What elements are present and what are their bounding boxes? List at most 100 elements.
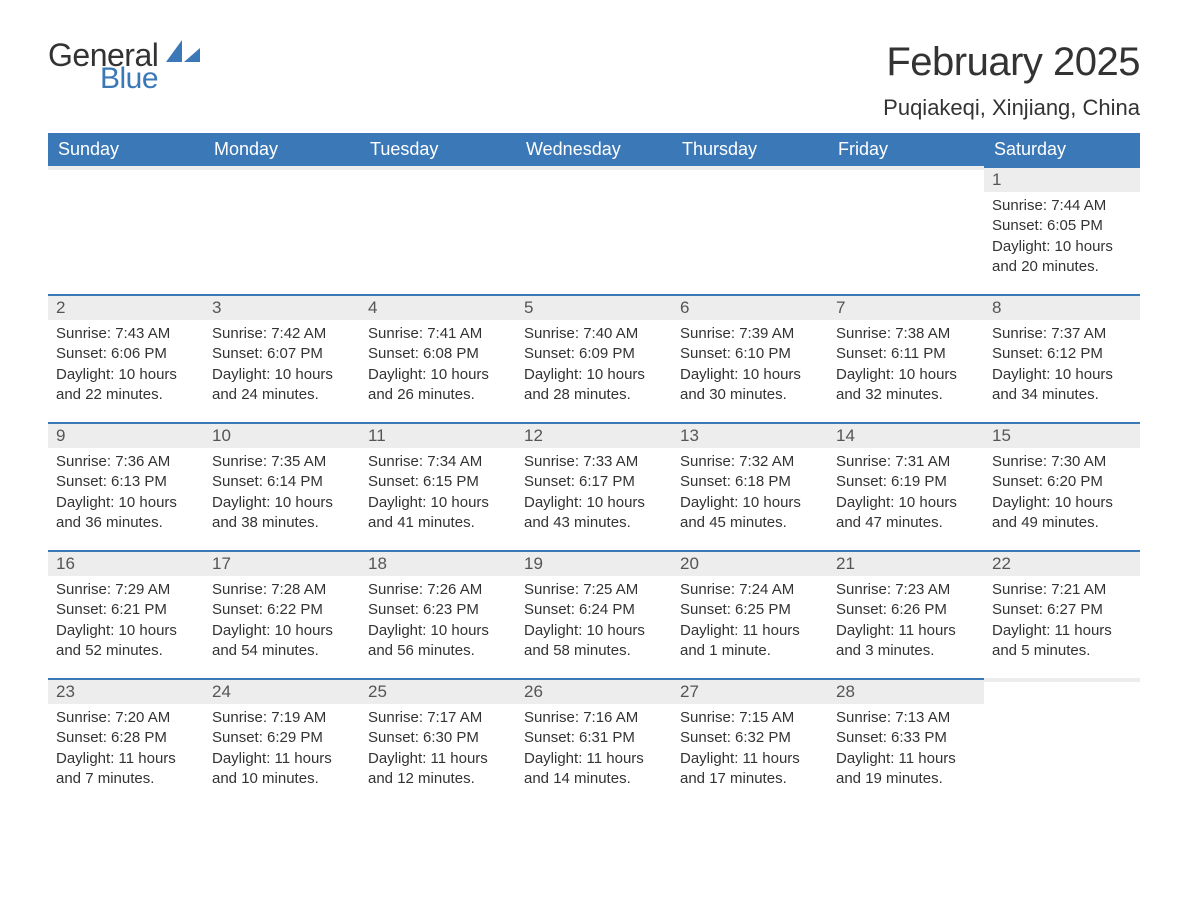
- sunrise-text: Sunrise: 7:37 AM: [992, 324, 1132, 344]
- day-number: 1: [984, 166, 1140, 192]
- daylight-text: Daylight: 11 hours and 1 minute.: [680, 621, 820, 662]
- weekday-header: Thursday: [672, 133, 828, 166]
- sunrise-text: Sunrise: 7:39 AM: [680, 324, 820, 344]
- day-number: 22: [984, 550, 1140, 576]
- calendar-cell: 11Sunrise: 7:34 AMSunset: 6:15 PMDayligh…: [360, 422, 516, 550]
- calendar-cell: 16Sunrise: 7:29 AMSunset: 6:21 PMDayligh…: [48, 550, 204, 678]
- calendar-cell: 6Sunrise: 7:39 AMSunset: 6:10 PMDaylight…: [672, 294, 828, 422]
- sunset-text: Sunset: 6:29 PM: [212, 728, 352, 748]
- day-details: Sunrise: 7:37 AMSunset: 6:12 PMDaylight:…: [984, 320, 1140, 411]
- day-details: Sunrise: 7:13 AMSunset: 6:33 PMDaylight:…: [828, 704, 984, 795]
- daylight-text: Daylight: 11 hours and 17 minutes.: [680, 749, 820, 790]
- location: Puqiakeqi, Xinjiang, China: [883, 95, 1140, 121]
- daylight-text: Daylight: 10 hours and 22 minutes.: [56, 365, 196, 406]
- daylight-text: Daylight: 10 hours and 30 minutes.: [680, 365, 820, 406]
- sunset-text: Sunset: 6:25 PM: [680, 600, 820, 620]
- calendar-cell: 14Sunrise: 7:31 AMSunset: 6:19 PMDayligh…: [828, 422, 984, 550]
- day-number: 25: [360, 678, 516, 704]
- sunrise-text: Sunrise: 7:13 AM: [836, 708, 976, 728]
- calendar-cell: [672, 166, 828, 294]
- calendar-cell: 27Sunrise: 7:15 AMSunset: 6:32 PMDayligh…: [672, 678, 828, 806]
- calendar-table: Sunday Monday Tuesday Wednesday Thursday…: [48, 133, 1140, 806]
- sunset-text: Sunset: 6:33 PM: [836, 728, 976, 748]
- calendar-cell: 19Sunrise: 7:25 AMSunset: 6:24 PMDayligh…: [516, 550, 672, 678]
- daylight-text: Daylight: 10 hours and 45 minutes.: [680, 493, 820, 534]
- calendar-cell: [516, 166, 672, 294]
- day-details: Sunrise: 7:28 AMSunset: 6:22 PMDaylight:…: [204, 576, 360, 667]
- daylight-text: Daylight: 10 hours and 38 minutes.: [212, 493, 352, 534]
- calendar-cell: [48, 166, 204, 294]
- calendar-cell: 5Sunrise: 7:40 AMSunset: 6:09 PMDaylight…: [516, 294, 672, 422]
- calendar-cell: [828, 166, 984, 294]
- sunset-text: Sunset: 6:24 PM: [524, 600, 664, 620]
- sunset-text: Sunset: 6:23 PM: [368, 600, 508, 620]
- calendar-cell: 21Sunrise: 7:23 AMSunset: 6:26 PMDayligh…: [828, 550, 984, 678]
- day-details: Sunrise: 7:36 AMSunset: 6:13 PMDaylight:…: [48, 448, 204, 539]
- daylight-text: Daylight: 10 hours and 26 minutes.: [368, 365, 508, 406]
- day-number: [516, 166, 672, 170]
- sunrise-text: Sunrise: 7:42 AM: [212, 324, 352, 344]
- sunset-text: Sunset: 6:17 PM: [524, 472, 664, 492]
- calendar-cell: 25Sunrise: 7:17 AMSunset: 6:30 PMDayligh…: [360, 678, 516, 806]
- calendar-cell: 18Sunrise: 7:26 AMSunset: 6:23 PMDayligh…: [360, 550, 516, 678]
- day-number: [828, 166, 984, 170]
- sunrise-text: Sunrise: 7:19 AM: [212, 708, 352, 728]
- day-number: 27: [672, 678, 828, 704]
- day-details: Sunrise: 7:42 AMSunset: 6:07 PMDaylight:…: [204, 320, 360, 411]
- sunset-text: Sunset: 6:09 PM: [524, 344, 664, 364]
- calendar-cell: 3Sunrise: 7:42 AMSunset: 6:07 PMDaylight…: [204, 294, 360, 422]
- daylight-text: Daylight: 11 hours and 5 minutes.: [992, 621, 1132, 662]
- sunset-text: Sunset: 6:21 PM: [56, 600, 196, 620]
- sunset-text: Sunset: 6:05 PM: [992, 216, 1132, 236]
- sunrise-text: Sunrise: 7:20 AM: [56, 708, 196, 728]
- calendar-week: 16 Sunrise: 7:29 AMSunset: 6:21 PM Dayligh…: [48, 550, 1140, 678]
- day-details: Sunrise: 7:21 AMSunset: 6:27 PMDaylight:…: [984, 576, 1140, 667]
- day-number: 10: [204, 422, 360, 448]
- sunset-text: Sunset: 6:20 PM: [992, 472, 1132, 492]
- sunset-text: Sunset: 6:28 PM: [56, 728, 196, 748]
- calendar-cell: 26Sunrise: 7:16 AMSunset: 6:31 PMDayligh…: [516, 678, 672, 806]
- day-details: Sunrise: 7:38 AMSunset: 6:11 PMDaylight:…: [828, 320, 984, 411]
- calendar-cell: 4Sunrise: 7:41 AMSunset: 6:08 PMDaylight…: [360, 294, 516, 422]
- day-number: 8: [984, 294, 1140, 320]
- daylight-text: Daylight: 11 hours and 7 minutes.: [56, 749, 196, 790]
- logo-text: General Blue: [48, 40, 158, 93]
- weekday-header: Wednesday: [516, 133, 672, 166]
- title-block: February 2025 Puqiakeqi, Xinjiang, China: [883, 40, 1140, 121]
- day-number: [984, 678, 1140, 682]
- day-number: [204, 166, 360, 170]
- sunrise-text: Sunrise: 7:29 AM: [56, 580, 196, 600]
- calendar-cell: [984, 678, 1140, 806]
- calendar-cell: [204, 166, 360, 294]
- day-details: Sunrise: 7:20 AMSunset: 6:28 PMDaylight:…: [48, 704, 204, 795]
- weekday-header: Tuesday: [360, 133, 516, 166]
- sunrise-text: Sunrise: 7:36 AM: [56, 452, 196, 472]
- weekday-header: Sunday: [48, 133, 204, 166]
- sunrise-text: Sunrise: 7:32 AM: [680, 452, 820, 472]
- day-number: 9: [48, 422, 204, 448]
- daylight-text: Daylight: 10 hours and 49 minutes.: [992, 493, 1132, 534]
- day-details: Sunrise: 7:24 AMSunset: 6:25 PMDaylight:…: [672, 576, 828, 667]
- calendar-week: 1Sunrise: 7:44 AMSunset: 6:05 PMDaylight…: [48, 166, 1140, 294]
- day-details: Sunrise: 7:41 AMSunset: 6:08 PMDaylight:…: [360, 320, 516, 411]
- sunrise-text: Sunrise: 7:21 AM: [992, 580, 1132, 600]
- sunrise-text: Sunrise: 7:33 AM: [524, 452, 664, 472]
- daylight-text: Daylight: 10 hours and 34 minutes.: [992, 365, 1132, 406]
- day-number: 16: [48, 550, 204, 576]
- day-details: Sunrise: 7:19 AMSunset: 6:29 PMDaylight:…: [204, 704, 360, 795]
- sunset-text: Sunset: 6:22 PM: [212, 600, 352, 620]
- day-number: 3: [204, 294, 360, 320]
- sunset-text: Sunset: 6:07 PM: [212, 344, 352, 364]
- day-details: Sunrise: 7:16 AMSunset: 6:31 PMDaylight:…: [516, 704, 672, 795]
- sunset-text: Sunset: 6:15 PM: [368, 472, 508, 492]
- day-number: [48, 166, 204, 170]
- calendar-cell: 9Sunrise: 7:36 AMSunset: 6:13 PMDaylight…: [48, 422, 204, 550]
- day-number: 13: [672, 422, 828, 448]
- day-number: 24: [204, 678, 360, 704]
- day-number: 4: [360, 294, 516, 320]
- calendar-cell: 23Sunrise: 7:20 AMSunset: 6:28 PMDayligh…: [48, 678, 204, 806]
- sunset-text: Sunset: 6:31 PM: [524, 728, 664, 748]
- daylight-text: Daylight: 10 hours and 58 minutes.: [524, 621, 664, 662]
- day-details: Sunrise: 7:44 AMSunset: 6:05 PMDaylight:…: [984, 192, 1140, 283]
- sunrise-text: Sunrise: 7:43 AM: [56, 324, 196, 344]
